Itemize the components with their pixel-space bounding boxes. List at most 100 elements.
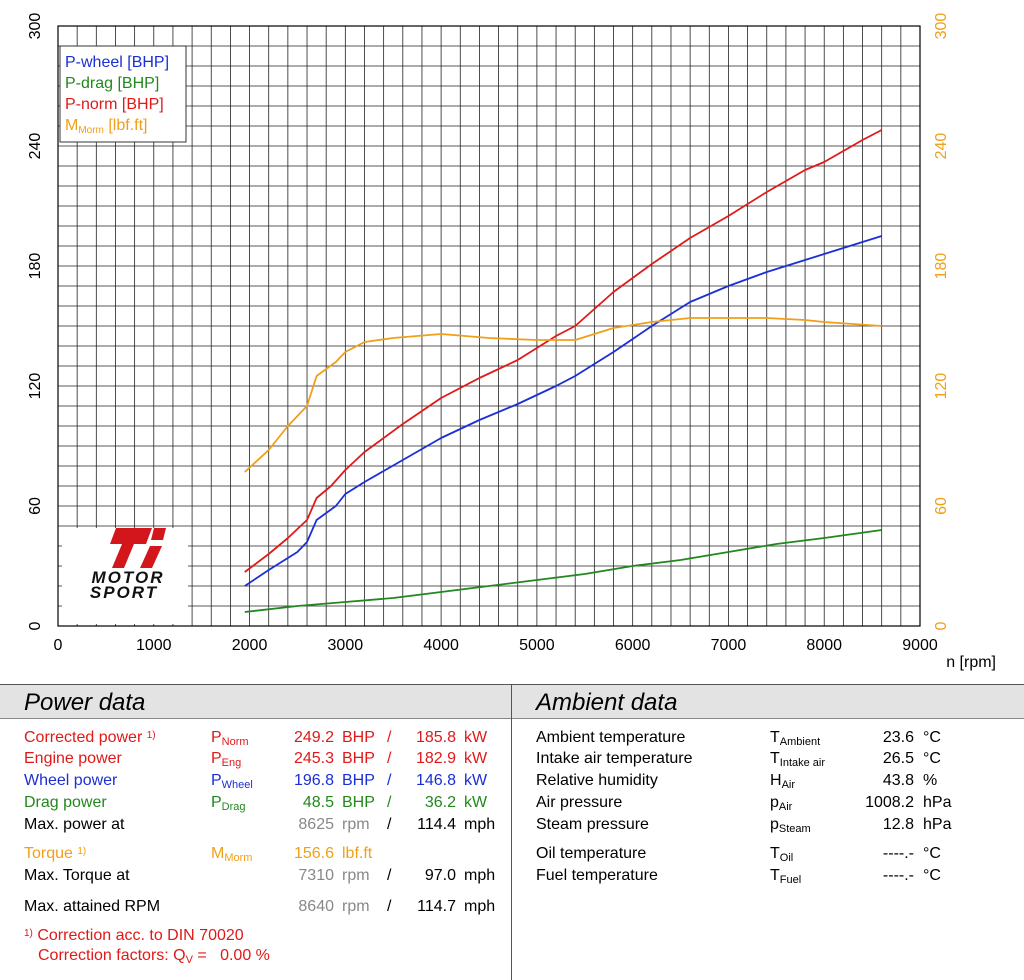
series-line	[244, 529, 882, 613]
power-row-symbol: PDrag	[211, 794, 246, 813]
y-left-tick-label: 180	[27, 253, 44, 280]
ambient-row-value: ----.-	[882, 867, 914, 884]
ambient-row-unit: °C	[923, 845, 941, 862]
y-right-tick-label: 60	[933, 497, 950, 515]
ambient-row-unit: hPa	[923, 816, 952, 833]
power-row-value-kw: 182.9	[415, 750, 456, 767]
ambient-row-value: 12.8	[882, 816, 914, 833]
series-line	[244, 317, 882, 473]
ambient-data-header: Ambient data	[512, 685, 1024, 719]
torque-label: Torque 1)	[24, 845, 87, 862]
ambient-row-symbol: TIntake air	[770, 750, 826, 769]
power-row-slash: /	[387, 750, 392, 767]
power-row-label: Max. Torque at	[24, 867, 130, 884]
logo-t-shape	[110, 528, 152, 568]
rpm-unit: rpm	[342, 816, 370, 833]
ambient-row-label: Air pressure	[536, 794, 623, 811]
ambient-row-label: Oil temperature	[536, 845, 647, 862]
ambient-row-symbol: TFuel	[770, 867, 802, 886]
plot-frame	[57, 25, 921, 627]
power-row-unit-kw: kW	[464, 794, 488, 811]
power-row-unit-bhp: BHP	[342, 750, 375, 767]
ambient-row-unit: hPa	[923, 794, 952, 811]
speed-unit: mph	[464, 816, 496, 833]
ambient-row-value: 1008.2	[865, 794, 914, 811]
speed-value: 114.7	[417, 898, 456, 915]
power-row-value-bhp: 48.5	[302, 794, 334, 811]
chart-series	[244, 129, 883, 613]
ambient-row-symbol: pAir	[770, 794, 793, 813]
ambient-row-unit: °C	[923, 867, 941, 884]
speed-unit: mph	[464, 898, 496, 915]
power-data-header: Power data	[0, 685, 512, 719]
ambient-row-value: 26.5	[882, 750, 914, 767]
y-left-tick-label: 60	[27, 497, 44, 515]
legend-entry: P-norm [BHP]	[65, 96, 164, 113]
correction-note: 1) Correction acc. to DIN 70020	[24, 927, 244, 944]
power-row-value-bhp: 249.2	[293, 729, 334, 746]
ambient-row-label: Intake air temperature	[536, 750, 693, 767]
data-table: Power data Ambient data Corrected power …	[0, 684, 1024, 980]
legend-entry: P-drag [BHP]	[65, 75, 159, 92]
power-row-value-kw: 146.8	[415, 772, 456, 789]
x-tick-label: 4000	[423, 637, 459, 654]
legend-entry: MMorm [lbf.ft]	[65, 117, 147, 136]
ambient-row-label: Relative humidity	[536, 772, 658, 789]
power-row-slash: /	[387, 867, 392, 884]
x-axis-label: n [rpm]	[946, 654, 996, 671]
x-tick-label: 0	[54, 637, 63, 654]
correction-factors: Correction factors: QV = 0.00 %	[38, 947, 270, 966]
power-row-value-kw: 185.8	[415, 729, 456, 746]
power-row-unit-kw: kW	[464, 750, 488, 767]
power-row-label: Max. attained RPM	[24, 898, 161, 915]
power-row-unit-bhp: BHP	[342, 794, 375, 811]
ambient-row-symbol: HAir	[770, 772, 796, 791]
x-tick-label: 6000	[615, 637, 651, 654]
y-right-tick-label: 300	[933, 13, 950, 40]
series-line	[244, 235, 882, 587]
legend-box	[59, 45, 187, 143]
power-row-unit-kw: kW	[464, 729, 488, 746]
x-tick-label: 3000	[328, 637, 364, 654]
chart-legend: P-wheel [BHP] P-drag [BHP] P-norm [BHP] MMo…	[59, 45, 187, 143]
power-row-slash: /	[387, 772, 392, 789]
x-tick-label: 8000	[806, 637, 842, 654]
ambient-row-unit: °C	[923, 729, 941, 746]
y-right-tick-label: 0	[933, 621, 950, 630]
ambient-row-label: Fuel temperature	[536, 867, 658, 884]
rpm-unit: rpm	[342, 898, 370, 915]
series-line	[244, 129, 883, 573]
power-row-label: Wheel power	[24, 772, 118, 789]
ambient-row-value: ----.-	[882, 845, 914, 862]
y-left-tick-label: 240	[27, 133, 44, 160]
power-row-value-bhp: 196.8	[293, 772, 334, 789]
x-tick-label: 2000	[232, 637, 268, 654]
torque-unit: lbf.ft	[342, 845, 373, 862]
logo-i-dot	[151, 528, 166, 540]
torque-symbol: MMorm	[211, 845, 253, 864]
ambient-row-symbol: TOil	[770, 845, 794, 864]
torque-value: 156.6	[293, 845, 334, 862]
logo-text-line1: MOTOR	[92, 568, 165, 587]
power-row-label: Corrected power 1)	[24, 729, 156, 746]
power-row-label: Engine power	[24, 750, 122, 767]
power-row-symbol: PWheel	[211, 772, 253, 791]
ambient-row-symbol: pSteam	[770, 816, 811, 835]
power-row-value-kw: 36.2	[424, 794, 456, 811]
power-row-value-bhp: 245.3	[293, 750, 334, 767]
power-row-unit-bhp: BHP	[342, 772, 375, 789]
power-row-label: Max. power at	[24, 816, 125, 833]
legend-entry: P-wheel [BHP]	[65, 54, 169, 71]
speed-value: 114.4	[417, 816, 456, 833]
ambient-row-unit: %	[923, 772, 938, 789]
x-tick-label: 9000	[902, 637, 938, 654]
x-tick-label: 7000	[711, 637, 747, 654]
ambient-row-label: Ambient temperature	[536, 729, 686, 746]
rpm-value: 8640	[298, 898, 334, 915]
ambient-row-value: 43.8	[882, 772, 914, 789]
y-left-tick-label: 120	[27, 373, 44, 400]
y-left-tick-label: 0	[27, 621, 44, 630]
power-row-label: Drag power	[24, 794, 107, 811]
y-right-tick-label: 180	[933, 253, 950, 280]
power-row-unit-kw: kW	[464, 772, 488, 789]
